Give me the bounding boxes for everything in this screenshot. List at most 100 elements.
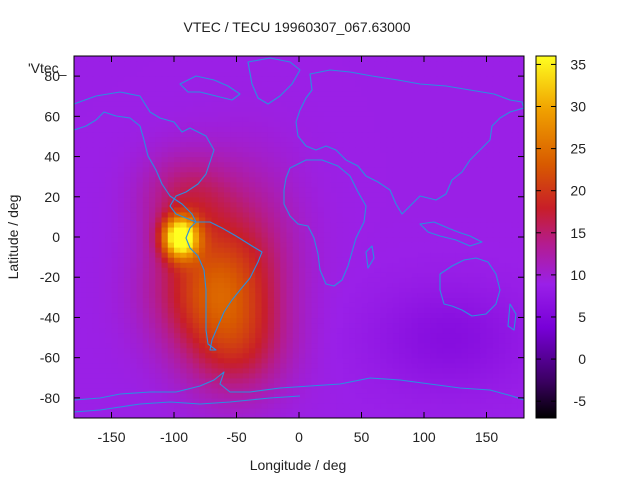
heatmap-cell xyxy=(280,161,288,168)
heatmap-cell xyxy=(449,382,456,389)
heatmap-cell xyxy=(411,131,419,138)
heatmap-cell xyxy=(305,211,313,218)
heatmap-cell xyxy=(355,252,363,258)
heatmap-cell xyxy=(311,181,319,188)
heatmap-cell xyxy=(80,387,88,394)
heatmap-cell xyxy=(155,317,163,324)
heatmap-cell xyxy=(467,91,475,97)
heatmap-cell xyxy=(211,277,219,283)
heatmap-cell xyxy=(299,211,306,218)
heatmap-cell xyxy=(167,171,175,178)
heatmap-cell xyxy=(230,342,238,349)
heatmap-cell xyxy=(317,151,325,158)
heatmap-cell xyxy=(436,231,444,238)
heatmap-cell xyxy=(274,231,281,238)
heatmap-cell xyxy=(217,362,225,369)
heatmap-cell xyxy=(92,367,100,374)
heatmap-cell xyxy=(142,226,150,233)
heatmap-cell xyxy=(155,367,163,374)
heatmap-cell xyxy=(124,277,131,283)
heatmap-cell xyxy=(299,367,306,374)
heatmap-cell xyxy=(286,116,294,122)
heatmap-cell xyxy=(505,382,513,389)
heatmap-cell xyxy=(449,141,456,148)
heatmap-cell xyxy=(242,156,250,163)
heatmap-cell xyxy=(99,171,106,178)
heatmap-cell xyxy=(461,176,469,183)
heatmap-cell xyxy=(374,126,381,133)
heatmap-cell xyxy=(80,372,88,379)
heatmap-cell xyxy=(230,166,238,173)
heatmap-cell xyxy=(511,191,519,198)
heatmap-cell xyxy=(249,121,256,127)
heatmap-cell xyxy=(74,161,81,168)
heatmap-cell xyxy=(417,156,425,163)
heatmap-cell xyxy=(424,332,431,339)
heatmap-cell xyxy=(105,307,113,314)
heatmap-cell xyxy=(455,176,463,183)
heatmap-cell xyxy=(130,76,138,82)
heatmap-cell xyxy=(480,317,488,324)
heatmap-cell xyxy=(99,242,106,248)
heatmap-cell xyxy=(74,307,81,314)
heatmap-cell xyxy=(386,196,394,203)
heatmap-cell xyxy=(436,247,444,253)
heatmap-cell xyxy=(255,101,263,107)
heatmap-cell xyxy=(361,362,369,369)
heatmap-cell xyxy=(386,141,394,148)
heatmap-cell xyxy=(286,407,294,414)
heatmap-cell xyxy=(105,387,113,394)
heatmap-cell xyxy=(211,257,219,263)
heatmap-cell xyxy=(130,397,138,404)
heatmap-cell xyxy=(374,156,381,163)
heatmap-cell xyxy=(161,96,169,102)
heatmap-cell xyxy=(349,362,356,369)
heatmap-cell xyxy=(236,81,244,87)
heatmap-cell xyxy=(499,392,506,399)
heatmap-cell xyxy=(367,332,375,339)
heatmap-cell xyxy=(386,397,394,404)
heatmap-cell xyxy=(292,242,300,248)
heatmap-cell xyxy=(217,282,225,288)
heatmap-cell xyxy=(392,71,400,77)
heatmap-cell xyxy=(186,237,194,243)
heatmap-cell xyxy=(199,111,206,117)
heatmap-cell xyxy=(361,111,369,117)
heatmap-cell xyxy=(455,146,463,153)
heatmap-cell xyxy=(342,76,350,82)
heatmap-cell xyxy=(242,126,250,133)
heatmap-cell xyxy=(461,402,469,409)
heatmap-cell xyxy=(499,412,506,418)
heatmap-cell xyxy=(499,166,506,173)
heatmap-cell xyxy=(217,96,225,102)
heatmap-cell xyxy=(142,201,150,208)
heatmap-cell xyxy=(305,412,313,418)
heatmap-cell xyxy=(405,106,413,112)
heatmap-cell xyxy=(205,101,213,107)
heatmap-cell xyxy=(330,166,338,173)
heatmap-cell xyxy=(274,387,281,394)
heatmap-cell xyxy=(330,216,338,223)
heatmap-cell xyxy=(292,287,300,293)
heatmap-cell xyxy=(461,221,469,228)
heatmap-cell xyxy=(392,101,400,107)
heatmap-cell xyxy=(142,126,150,133)
heatmap-cell xyxy=(199,402,206,409)
heatmap-cell xyxy=(436,412,444,418)
heatmap-cell xyxy=(330,412,338,418)
heatmap-cell xyxy=(80,76,88,82)
heatmap-cell xyxy=(311,106,319,112)
heatmap-cell xyxy=(161,86,169,92)
heatmap-cell xyxy=(511,352,519,359)
heatmap-cell xyxy=(299,151,306,158)
heatmap-cell xyxy=(167,96,175,102)
heatmap-cell xyxy=(492,96,500,102)
heatmap-cell xyxy=(442,216,450,223)
heatmap-cell xyxy=(330,337,338,344)
heatmap-cell xyxy=(355,231,363,238)
heatmap-cell xyxy=(111,161,119,168)
heatmap-cell xyxy=(130,101,138,107)
heatmap-cell xyxy=(292,101,300,107)
heatmap-cell xyxy=(217,201,225,208)
heatmap-cell xyxy=(405,362,413,369)
